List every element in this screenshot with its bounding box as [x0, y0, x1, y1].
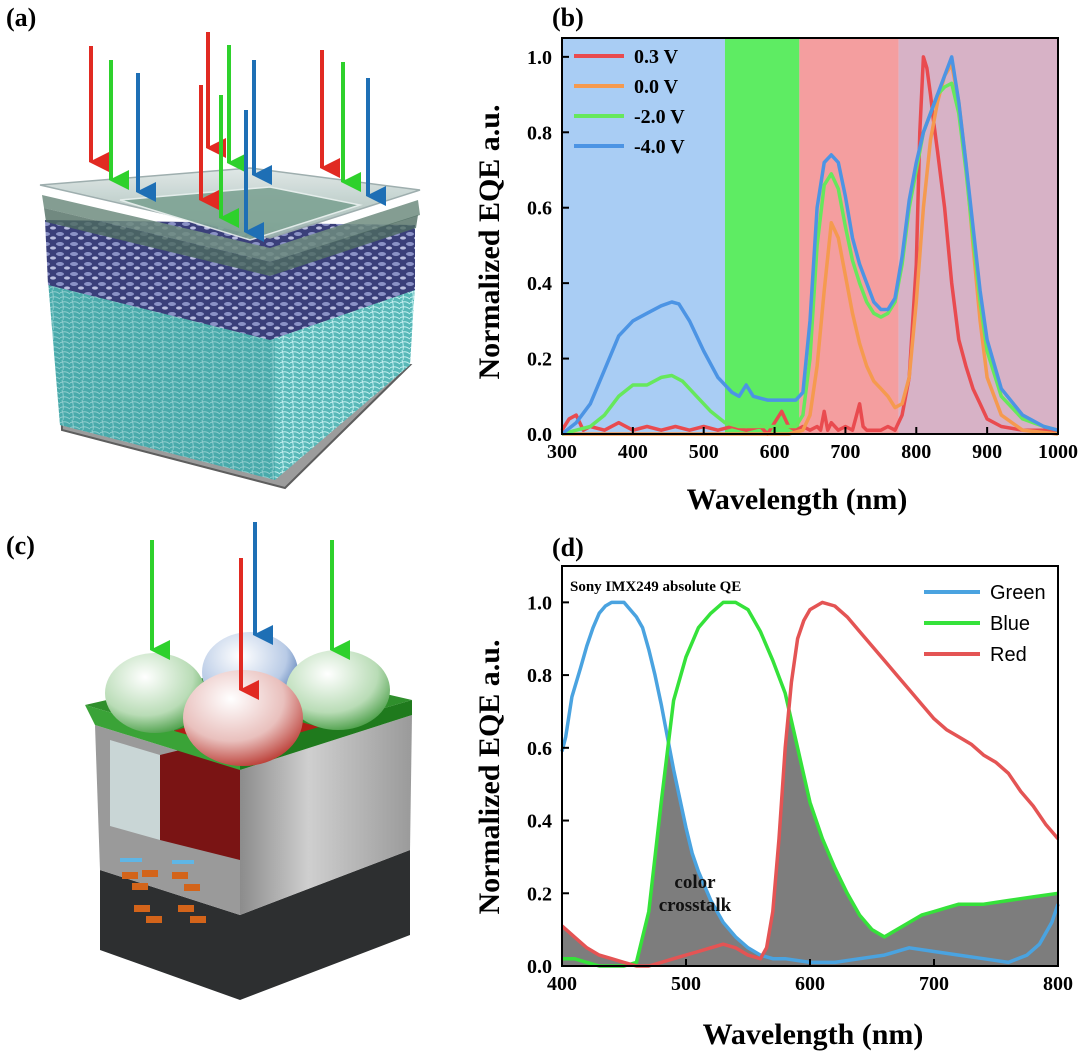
legend-label: Red: [990, 644, 1027, 666]
crosstalk-area: [562, 709, 1058, 966]
fiber-layer: [48, 280, 415, 480]
chart-series-group: [560, 55, 1059, 436]
legend-label: Blue: [990, 613, 1030, 635]
series-line-blue: [562, 600, 1059, 968]
y-tick-label: 0.8: [527, 665, 552, 687]
x-tick-label: 800: [901, 441, 931, 463]
y-tick-label: 1.0: [527, 592, 552, 614]
spectral-band: [562, 38, 725, 434]
spectral-band: [724, 38, 800, 434]
x-tick-label: 1000: [1038, 441, 1078, 463]
pixel-cutaway-left: [110, 740, 160, 840]
bayer-pixel-illustration-c: [85, 522, 412, 1000]
y-tick-label: 0.2: [527, 349, 552, 371]
x-tick-label: 700: [830, 441, 860, 463]
microlens-green: [105, 653, 205, 733]
pixel-base: [100, 850, 410, 1000]
legend-label: Green: [990, 582, 1046, 604]
x-tick-label: 400: [618, 441, 648, 463]
spectral-band: [898, 38, 1058, 434]
panel-label-c: (c): [6, 531, 35, 560]
legend-label: -2.0 V: [634, 106, 685, 128]
chart-legend: 0.3 V 0.0 V -2.0 V -4.0 V: [574, 46, 685, 158]
panel-label-b: (b): [552, 3, 584, 32]
x-tick-label: 600: [760, 441, 790, 463]
microlens-red: [183, 670, 303, 766]
x-tick-label: 500: [689, 441, 719, 463]
chart-legend: Green Blue Red: [924, 582, 1046, 666]
chart-b: 300 400 500 600 700 800 900 1000 0.0 0.2 0.4 0.6 0.8…: [473, 37, 1078, 516]
series-line-40v: [560, 55, 1059, 436]
y-tick-label: 0.4: [527, 811, 552, 833]
y-tick-label: 0.6: [527, 738, 552, 760]
x-tick-label: 900: [972, 441, 1002, 463]
pixel-cutaway-red: [160, 735, 240, 860]
circuit-blocks: [120, 858, 206, 923]
x-tick-label: 700: [919, 973, 949, 995]
panel-label-d: (d): [552, 533, 584, 562]
x-axis-title: Wavelength (nm): [703, 1018, 924, 1051]
x-tick-label: 400: [547, 973, 577, 995]
glass-layer-mid: [42, 195, 420, 262]
legend-label: 0.3 V: [634, 46, 679, 68]
legend-label: 0.0 V: [634, 76, 679, 98]
crosstalk-annotation-line1: color: [674, 872, 716, 893]
x-axis-title: Wavelength (nm): [687, 483, 908, 516]
y-axis-title: Normalized EQE a.u.: [473, 640, 506, 915]
series-line-green: [560, 600, 1060, 965]
device-illustration-a: [39, 32, 421, 490]
legend-label: -4.0 V: [634, 136, 685, 158]
chart-d: 400 500 600 700 800 0.0 0.2 0.4 0.6 0.8 1.0 Green B…: [473, 565, 1073, 1051]
x-tick-label: 600: [795, 973, 825, 995]
x-tick-label: 500: [671, 973, 701, 995]
tick-group: 400 500 600 700 800 0.0 0.2 0.4 0.6 0.8 1.0: [527, 592, 1073, 995]
y-tick-label: 0.0: [527, 424, 552, 446]
microlens-green: [286, 650, 390, 730]
series-line-03v: [560, 55, 1058, 436]
y-tick-label: 1.0: [527, 47, 552, 69]
crosstalk-shading: [562, 709, 1058, 966]
x-tick-label: 800: [1043, 973, 1073, 995]
panel-label-a: (a): [6, 3, 36, 32]
crosstalk-annotation-line2: crosstalk: [659, 895, 732, 916]
y-tick-label: 0.4: [527, 273, 552, 295]
y-tick-label: 0.0: [527, 956, 552, 978]
y-tick-label: 0.8: [527, 122, 552, 144]
y-axis-title: Normalized EQE a.u.: [473, 105, 506, 380]
pixel-right-wall: [240, 715, 412, 915]
tick-group: 300 400 500 600 700 800 900 1000 0.0 0.2 0.4 0.6 0.8…: [527, 47, 1078, 463]
x-tick-label: 300: [547, 441, 577, 463]
y-tick-label: 0.2: [527, 883, 552, 905]
series-line-red: [560, 600, 1060, 968]
chart-series-group: [560, 600, 1060, 968]
plot-frame: [561, 37, 1059, 435]
y-tick-label: 0.6: [527, 198, 552, 220]
sensor-annotation: Sony IMX249 absolute QE: [570, 579, 741, 595]
light-arrows-a: [89, 32, 386, 242]
